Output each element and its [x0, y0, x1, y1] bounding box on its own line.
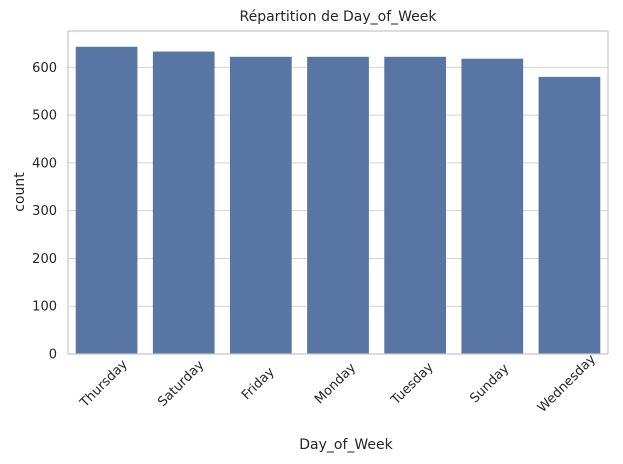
y-tick-label-3: 300 — [32, 204, 57, 219]
x-axis-title: Day_of_Week — [299, 437, 393, 453]
y-tick-label-6: 600 — [32, 61, 57, 76]
bar-tuesday — [384, 56, 446, 354]
axes-layer — [67, 30, 609, 355]
y-tick-label-4: 400 — [32, 156, 57, 171]
bar-wednesday — [538, 76, 601, 355]
chart-title: Répartition de Day_of_Week — [239, 9, 437, 25]
bar-sunday — [461, 58, 524, 355]
bar-saturday — [152, 51, 215, 354]
y-ticks-layer: 0 100 200 300 400 500 600 — [32, 61, 57, 363]
bar-monday — [307, 56, 369, 354]
bar-thursday — [75, 46, 138, 354]
y-tick-label-1: 100 — [32, 300, 57, 315]
y-tick-label-2: 200 — [32, 252, 57, 267]
y-tick-label-0: 0 — [49, 348, 57, 363]
y-tick-label-5: 500 — [32, 109, 57, 124]
y-axis-title: count — [12, 172, 28, 212]
bar-friday — [230, 56, 292, 354]
bars-layer — [75, 46, 601, 355]
